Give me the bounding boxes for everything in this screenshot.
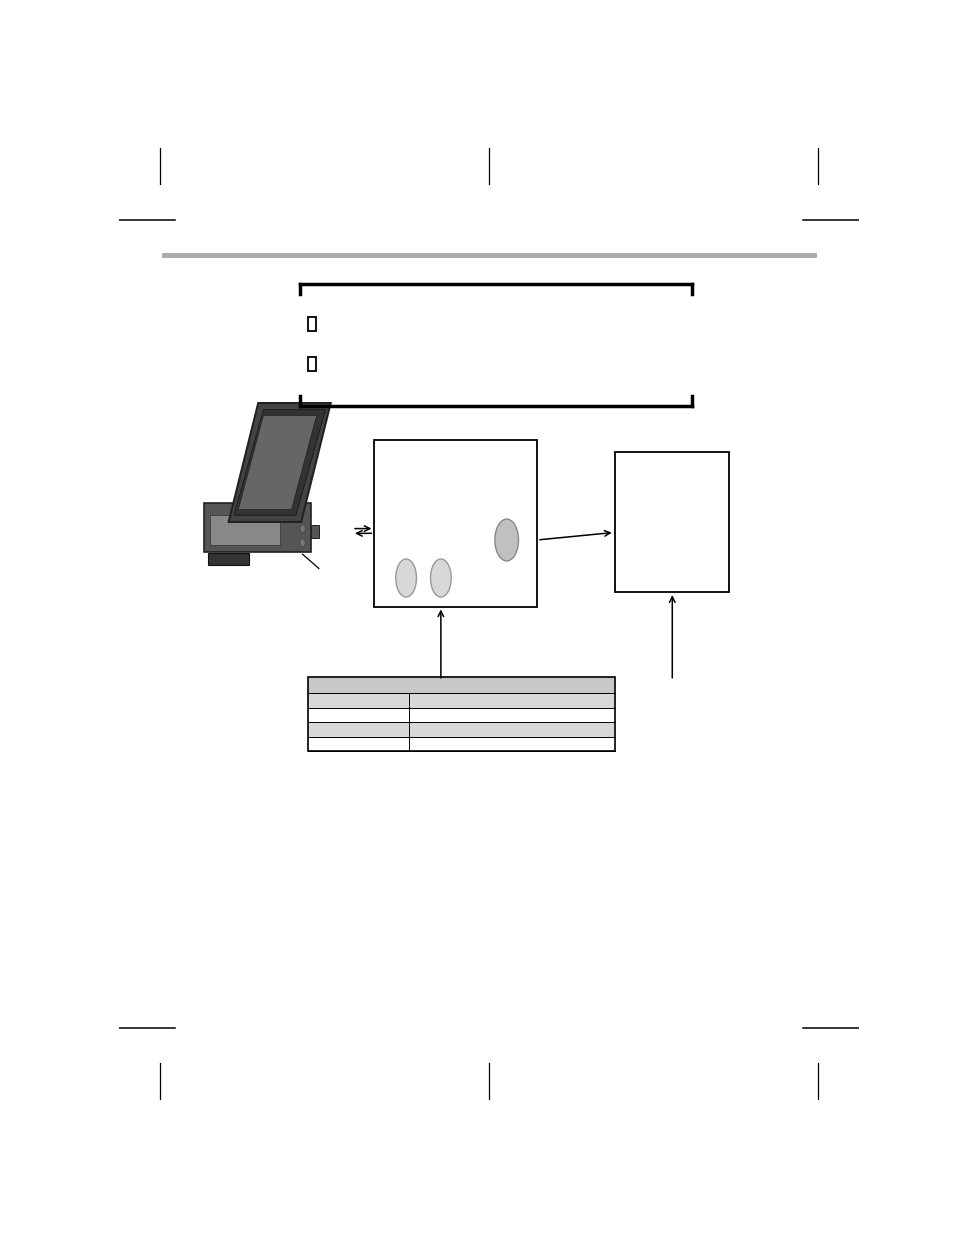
Bar (308, 357, 315, 370)
Bar (241, 494, 274, 508)
Bar (308, 708, 614, 722)
Polygon shape (229, 403, 331, 522)
Bar (308, 677, 614, 751)
Polygon shape (233, 410, 325, 515)
Ellipse shape (299, 538, 305, 547)
Bar (311, 525, 318, 537)
Ellipse shape (395, 559, 416, 597)
Polygon shape (238, 415, 316, 510)
Bar (208, 553, 249, 564)
Bar (308, 736, 614, 751)
Bar (308, 722, 614, 736)
Ellipse shape (495, 519, 518, 561)
Ellipse shape (299, 525, 305, 532)
Bar (308, 317, 315, 331)
Bar (614, 452, 728, 593)
Bar (308, 693, 614, 708)
Bar (374, 440, 537, 606)
Bar (204, 503, 311, 552)
Ellipse shape (430, 559, 451, 597)
Bar (210, 515, 279, 545)
Bar (308, 677, 614, 693)
